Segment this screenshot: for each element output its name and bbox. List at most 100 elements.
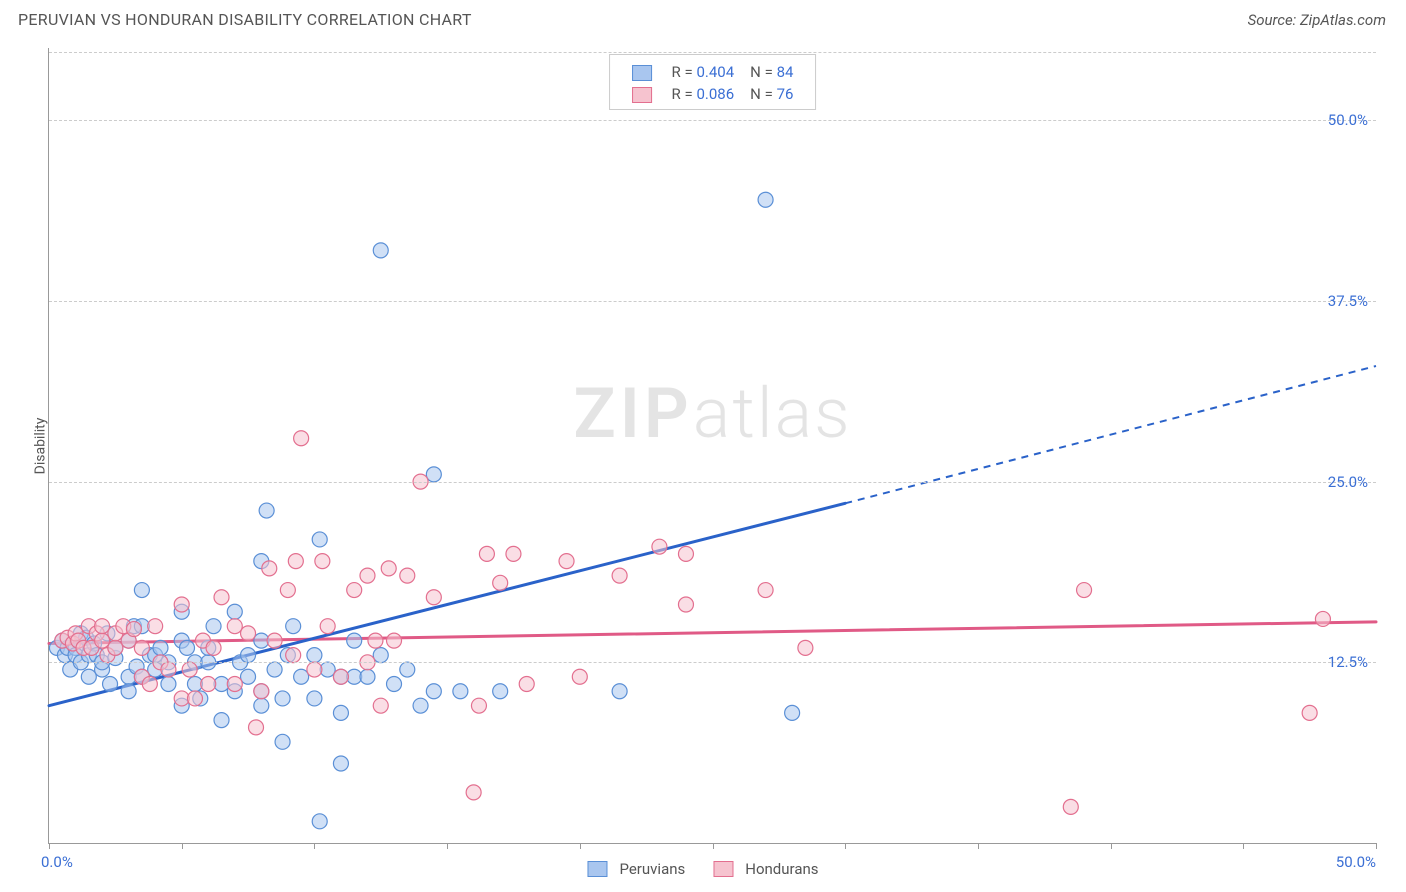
data-point: [758, 192, 773, 207]
y-axis-label: Disability: [32, 418, 48, 475]
data-point: [471, 698, 486, 713]
gridline: [49, 301, 1376, 302]
data-point: [315, 554, 330, 569]
data-point: [187, 691, 202, 706]
data-point: [262, 561, 277, 576]
data-point: [426, 467, 441, 482]
data-point: [267, 662, 282, 677]
data-point: [142, 677, 157, 692]
data-point: [227, 677, 242, 692]
data-point: [559, 554, 574, 569]
data-point: [241, 626, 256, 641]
data-point: [453, 684, 468, 699]
x-tick: [1243, 843, 1244, 849]
data-point: [400, 568, 415, 583]
data-point: [1302, 705, 1317, 720]
regression-line-dash: [845, 366, 1376, 503]
data-point: [227, 604, 242, 619]
data-point: [214, 713, 229, 728]
x-tick: [713, 843, 714, 849]
data-point: [201, 677, 216, 692]
data-point: [307, 691, 322, 706]
plot-area: ZIPatlas R = 0.404 N = 84 R = 0.086 N = …: [48, 48, 1376, 844]
data-point: [506, 546, 521, 561]
data-point: [479, 546, 494, 561]
data-point: [373, 698, 388, 713]
data-point: [254, 698, 269, 713]
data-point: [798, 640, 813, 655]
data-point: [95, 633, 110, 648]
data-point: [249, 720, 264, 735]
data-point: [373, 243, 388, 258]
data-point: [360, 568, 375, 583]
data-point: [121, 684, 136, 699]
data-point: [381, 561, 396, 576]
data-point: [572, 669, 587, 684]
data-point: [126, 622, 141, 637]
data-point: [678, 597, 693, 612]
legend-stats-row: R = 0.086 N = 76: [624, 83, 802, 105]
data-point: [286, 619, 301, 634]
data-point: [148, 619, 163, 634]
data-point: [652, 539, 667, 554]
x-tick: [447, 843, 448, 849]
x-tick: [49, 843, 50, 849]
data-point: [288, 554, 303, 569]
data-point: [1077, 583, 1092, 598]
x-tick: [1111, 843, 1112, 849]
data-point: [95, 619, 110, 634]
data-point: [387, 677, 402, 692]
data-point: [360, 669, 375, 684]
data-point: [161, 677, 176, 692]
gridline: [49, 120, 1376, 121]
data-point: [1315, 611, 1330, 626]
x-tick: [845, 843, 846, 849]
chart-title: PERUVIAN VS HONDURAN DISABILITY CORRELAT…: [18, 10, 472, 29]
data-point: [333, 756, 348, 771]
chart-header: PERUVIAN VS HONDURAN DISABILITY CORRELAT…: [0, 0, 1406, 35]
y-tick-label: 12.5%: [1328, 653, 1368, 671]
data-point: [206, 640, 221, 655]
data-point: [493, 684, 508, 699]
data-point: [612, 684, 627, 699]
x-tick: [1376, 843, 1377, 849]
data-point: [294, 431, 309, 446]
y-tick-label: 50.0%: [1328, 111, 1368, 129]
data-point: [678, 546, 693, 561]
x-tick: [314, 843, 315, 849]
x-tick: [978, 843, 979, 849]
data-point: [758, 583, 773, 598]
data-point: [466, 785, 481, 800]
data-point: [108, 640, 123, 655]
data-point: [275, 691, 290, 706]
data-point: [153, 640, 168, 655]
chart-source: Source: ZipAtlas.com: [1248, 11, 1386, 29]
data-point: [180, 640, 195, 655]
data-point: [267, 633, 282, 648]
data-point: [493, 575, 508, 590]
data-point: [307, 662, 322, 677]
legend-item: Peruvians: [587, 860, 685, 878]
legend-stats-row: R = 0.404 N = 84: [624, 61, 802, 83]
y-tick-label: 37.5%: [1328, 292, 1368, 310]
data-point: [275, 734, 290, 749]
chart-svg: [49, 48, 1376, 843]
gridline: [49, 482, 1376, 483]
data-point: [426, 590, 441, 605]
data-point: [286, 648, 301, 663]
data-point: [134, 640, 149, 655]
data-point: [241, 669, 256, 684]
data-point: [81, 669, 96, 684]
data-point: [333, 669, 348, 684]
data-point: [785, 705, 800, 720]
data-point: [254, 684, 269, 699]
legend-series: Peruvians Hondurans: [587, 860, 818, 878]
data-point: [103, 677, 118, 692]
data-point: [320, 619, 335, 634]
data-point: [280, 583, 295, 598]
data-point: [312, 532, 327, 547]
x-tick: [182, 843, 183, 849]
x-tick: [580, 843, 581, 849]
data-point: [347, 633, 362, 648]
data-point: [347, 583, 362, 598]
